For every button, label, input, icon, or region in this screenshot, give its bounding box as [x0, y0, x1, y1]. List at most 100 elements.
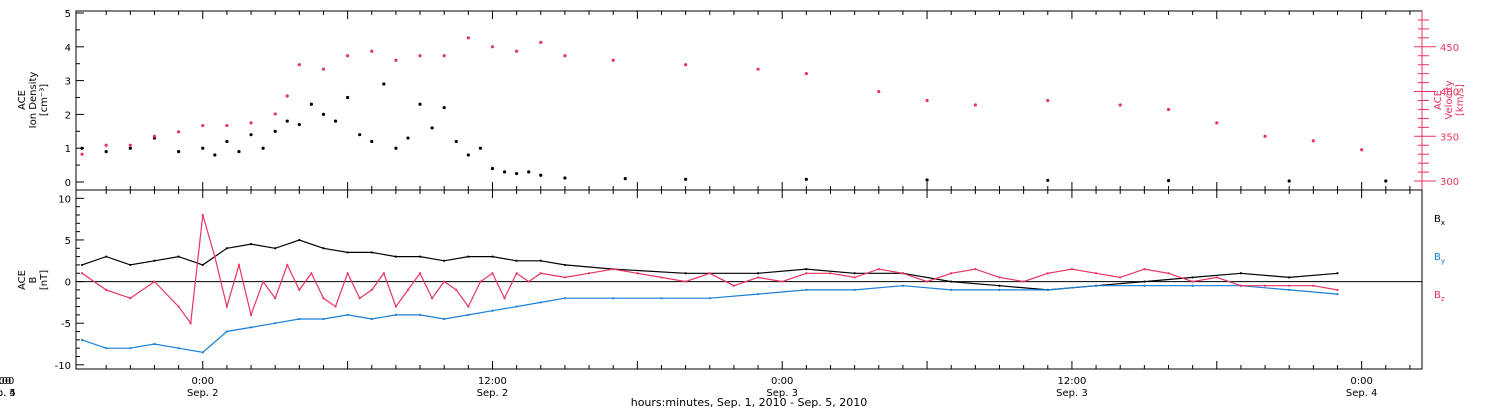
bz-point — [877, 267, 880, 271]
b-field-tick-label: -5 — [61, 319, 71, 330]
bz-point — [925, 280, 929, 283]
bz-point — [563, 276, 567, 279]
density-point — [177, 149, 181, 154]
density-point — [273, 129, 277, 133]
bottom-panel-frame — [75, 189, 1423, 370]
b-field-legend: Bx By Bz — [1434, 214, 1445, 303]
velocity-point — [104, 143, 108, 147]
density-point — [321, 112, 326, 116]
bz-point — [515, 272, 518, 275]
velocity-point — [297, 63, 301, 67]
bz-point — [539, 272, 542, 275]
date-tick-label: Sep. 3 — [1056, 388, 1088, 399]
bx-point — [853, 272, 856, 275]
time-tick-label: 0:00 — [771, 376, 793, 387]
density-point — [1287, 179, 1291, 183]
date-tick-label: Sep. 2 — [187, 388, 219, 399]
density-tick-label: 0 — [65, 178, 71, 189]
density-point — [104, 149, 108, 154]
by-point — [1336, 292, 1339, 296]
density-tick-label: 5 — [65, 9, 71, 20]
density-point — [539, 173, 543, 177]
density-tick-label: 1 — [65, 144, 71, 155]
axis-label-line: [km/s] — [1455, 84, 1466, 116]
density-point — [213, 153, 217, 157]
velocity-point — [128, 143, 132, 147]
bz-point — [262, 280, 265, 283]
bz-point — [1022, 280, 1025, 283]
by-point — [950, 288, 953, 292]
date-tick-label: Sep. 3 — [766, 388, 798, 399]
by-point — [249, 326, 253, 329]
bx-point — [950, 280, 953, 283]
velocity-point — [1360, 148, 1364, 152]
velocity-point — [515, 49, 519, 53]
b-field-tick-label: 10 — [58, 194, 71, 205]
density-point — [502, 170, 507, 174]
density-point — [80, 146, 84, 150]
velocity-tick-label: 400 — [1440, 88, 1459, 99]
velocity-series — [80, 36, 1364, 156]
density-tick-label: 3 — [65, 77, 71, 88]
velocity-point — [1166, 107, 1171, 112]
density-point — [128, 146, 132, 150]
bz-point — [1312, 284, 1315, 287]
bx-point — [153, 259, 156, 262]
density-point — [804, 177, 808, 181]
by-point — [901, 284, 905, 287]
b-field-tick-label: 5 — [65, 236, 71, 247]
density-tick-label: 2 — [65, 110, 71, 121]
bz-point — [1336, 288, 1339, 292]
velocity-point — [1263, 134, 1267, 138]
velocity-point — [466, 36, 470, 40]
velocity-point — [1311, 139, 1315, 143]
magnetic-field-panel: -10 -5 0 5 10 ACE B [nT] Bx By Bz — [17, 189, 1445, 372]
bx-point — [756, 272, 760, 275]
bx-point — [80, 263, 84, 267]
bx-point — [515, 259, 518, 262]
b-field-tick-label: 0 — [65, 278, 71, 289]
bz-point — [201, 213, 204, 217]
bz-point — [358, 297, 361, 300]
by-point — [805, 288, 808, 292]
by-point — [153, 342, 156, 346]
date-tick-label: Sep. 4 — [1346, 388, 1378, 399]
bz-point — [382, 272, 385, 275]
bz-point — [394, 305, 398, 308]
bz-point — [950, 272, 953, 275]
by-point — [563, 297, 567, 300]
bz-point — [274, 297, 277, 300]
axis-label-line: [cm⁻³] — [39, 84, 50, 116]
bz-point — [1167, 272, 1170, 275]
bx-point — [1288, 276, 1291, 279]
bz-point — [732, 284, 736, 287]
density-point — [225, 139, 229, 144]
velocity-point — [225, 123, 229, 128]
by-point — [1094, 284, 1098, 287]
density-point — [309, 102, 313, 106]
density-point — [1166, 179, 1171, 183]
by-point — [1143, 284, 1146, 287]
by-point — [322, 317, 325, 321]
bz-point — [189, 322, 192, 325]
bz-point — [443, 280, 446, 283]
velocity-point — [1215, 121, 1219, 125]
bz-point — [491, 272, 494, 275]
bz-point — [1191, 280, 1194, 283]
bx-point — [322, 247, 325, 250]
by-point — [515, 305, 518, 308]
bz-point — [334, 305, 337, 308]
bz-point — [587, 272, 591, 275]
bx-point — [201, 263, 204, 267]
legend-entry-bz: Bz — [1434, 290, 1445, 303]
bx-point — [443, 259, 446, 262]
bz-point — [153, 280, 156, 283]
top-panel-frame — [75, 10, 1423, 191]
by-point — [491, 309, 494, 312]
bx-point — [805, 267, 808, 271]
density-point — [346, 95, 350, 100]
by-point — [443, 317, 446, 321]
date-tick-label: Sep. 2 — [477, 388, 509, 399]
date-tick-label: Sep. 4 — [0, 388, 16, 399]
